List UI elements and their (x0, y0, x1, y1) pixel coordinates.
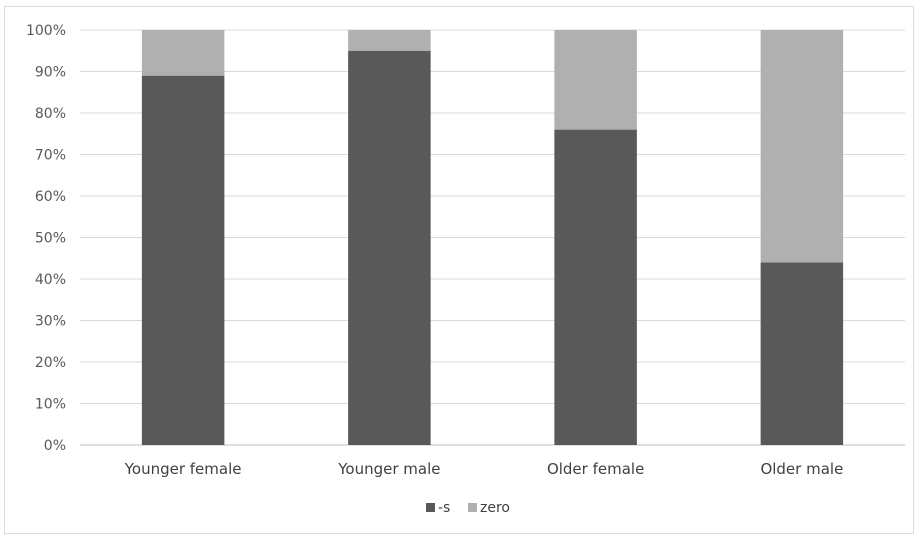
bar-zero-2 (554, 30, 637, 130)
y-tick-label: 0% (44, 438, 66, 454)
bar-s-3 (760, 262, 844, 445)
x-category-label: Older male (760, 460, 843, 478)
y-tick-label: 60% (35, 189, 66, 205)
y-axis-ticks: 0% 10% 20% 30% 40% 50% 60% 70% 80% 90% 100% (26, 23, 66, 454)
x-category-label: Older female (547, 460, 644, 478)
bar-s-2 (554, 129, 637, 445)
bar-s-0 (141, 75, 225, 446)
y-tick-label: 80% (35, 106, 66, 122)
legend-label: zero (480, 500, 510, 516)
legend-swatch (426, 503, 435, 512)
y-tick-label: 90% (35, 65, 66, 81)
legend-label: -s (438, 500, 450, 516)
bar-s-1 (348, 50, 431, 445)
y-tick-label: 100% (26, 23, 66, 39)
y-tick-label: 40% (35, 272, 66, 288)
bars (141, 30, 844, 446)
x-category-label: Younger male (337, 460, 440, 478)
y-tick-label: 30% (35, 314, 66, 330)
y-tick-label: 20% (35, 355, 66, 371)
y-tick-label: 10% (35, 397, 66, 413)
legend-swatch (468, 503, 477, 512)
x-axis-categories: Younger female Younger male Older female Ol… (124, 460, 844, 478)
bar-zero-0 (141, 30, 225, 76)
bar-zero-1 (348, 30, 431, 51)
x-category-label: Younger female (124, 460, 242, 478)
y-tick-label: 50% (35, 231, 66, 247)
y-tick-label: 70% (35, 148, 66, 164)
legend: -s zero (426, 500, 510, 516)
bar-zero-3 (760, 30, 844, 263)
